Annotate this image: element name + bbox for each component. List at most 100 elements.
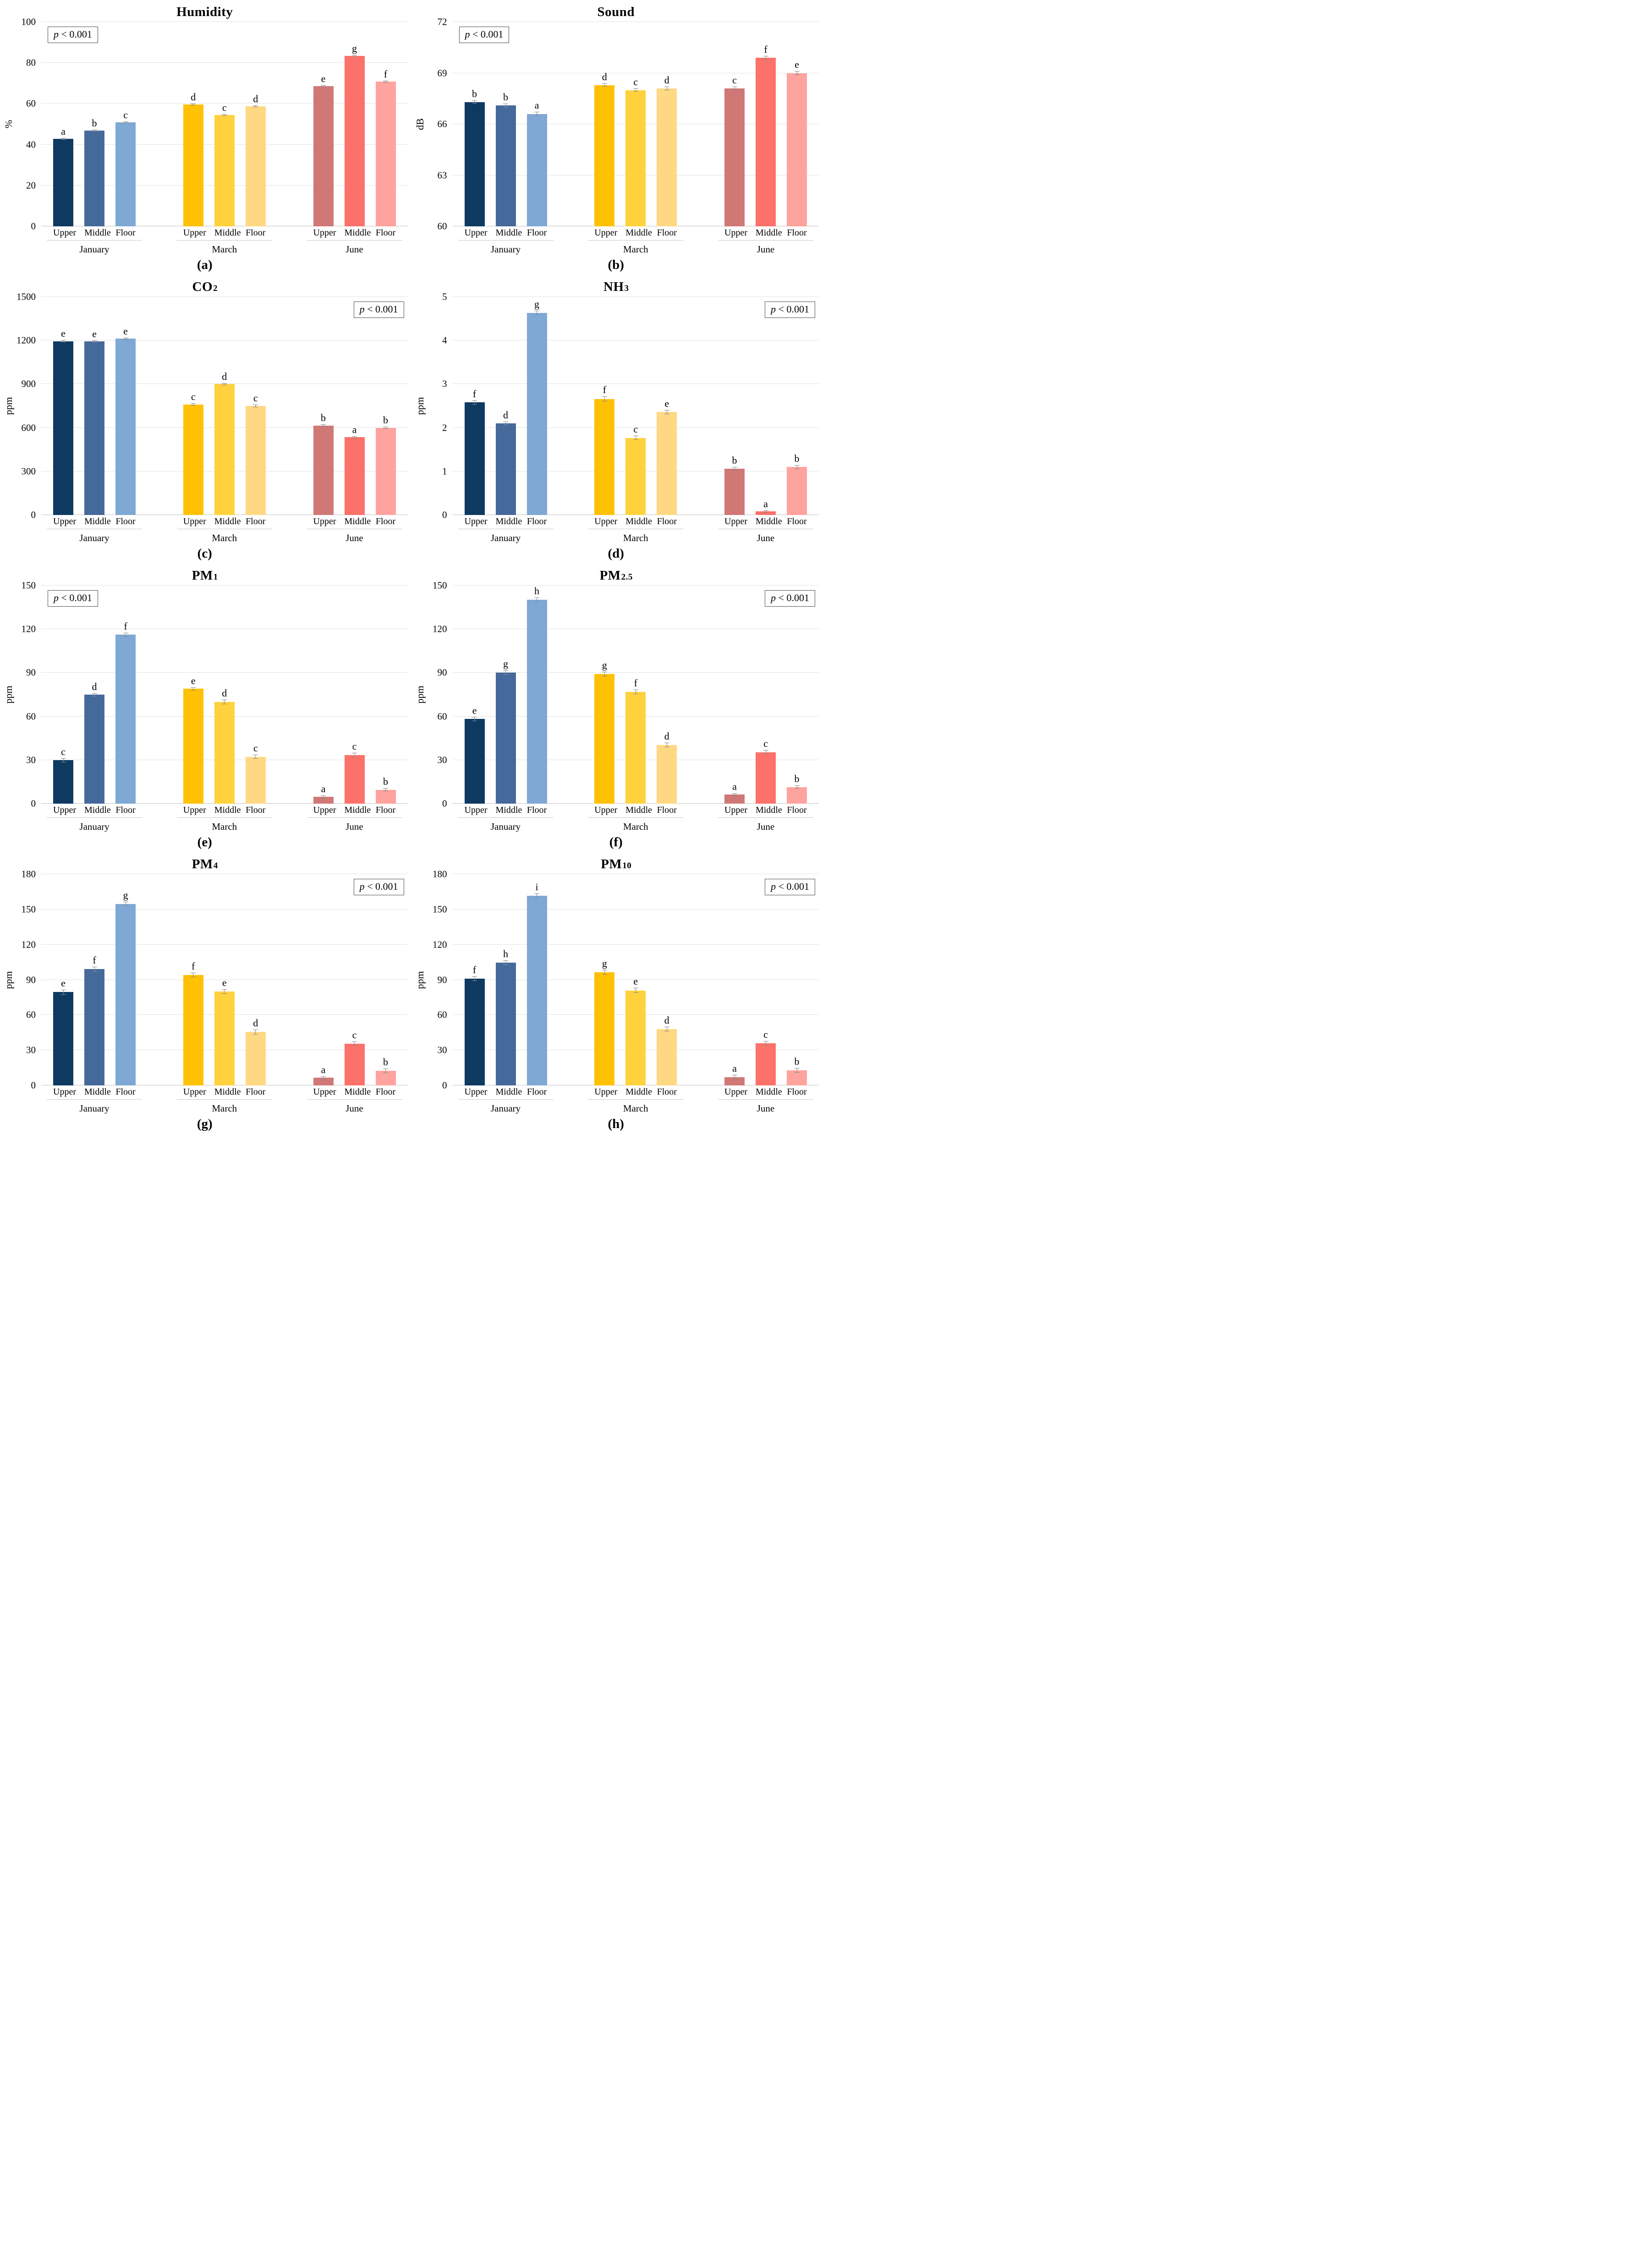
significance-letter: d bbox=[222, 687, 227, 699]
bar-june-middle bbox=[756, 58, 776, 226]
bar-groups: e e e c d c b a b bbox=[41, 297, 408, 515]
group-labels-january: Upper Middle Floor January bbox=[47, 1085, 142, 1114]
bar-group-june: a c b bbox=[313, 874, 396, 1085]
gridline-y-3 bbox=[452, 383, 819, 384]
significance-letter: b bbox=[732, 455, 737, 466]
month-label-june: June bbox=[345, 532, 363, 543]
bar-column: i bbox=[526, 874, 547, 1085]
bar-column: f bbox=[84, 874, 104, 1085]
y-tick-label: 1500 bbox=[16, 291, 36, 302]
bar-column: b bbox=[787, 874, 807, 1085]
bar-column: d bbox=[657, 874, 677, 1085]
bar-column: c bbox=[344, 586, 365, 804]
bar-march-upper bbox=[594, 399, 615, 515]
group-labels-june: Upper Middle Floor June bbox=[307, 1085, 402, 1114]
significance-letter: e bbox=[664, 397, 669, 409]
significance-letter: e bbox=[92, 328, 97, 340]
error-bar bbox=[222, 700, 227, 704]
significance-letter: g bbox=[602, 957, 607, 969]
bar-column: e bbox=[214, 874, 235, 1085]
chart-title-text: PM bbox=[599, 568, 621, 583]
bar-column: f bbox=[625, 586, 646, 804]
x-axis-labels: Upper Middle Floor January Upper Middle Floor M… bbox=[41, 804, 408, 832]
bar-column: c bbox=[245, 586, 266, 804]
y-tick-label: 180 bbox=[21, 868, 36, 880]
category-label-floor: Floor bbox=[375, 516, 396, 526]
plot-wrap: ppm 0 30 60 90 120 150 180 p < 0.001 f h i g e d a c b bbox=[413, 869, 819, 1090]
bar-column: d bbox=[214, 586, 235, 804]
month-label-march: March bbox=[623, 532, 648, 543]
error-bar bbox=[763, 55, 768, 60]
y-tick-label: 300 bbox=[21, 466, 36, 477]
y-axis-unit-label: ppm bbox=[3, 970, 14, 989]
y-tick-label: 120 bbox=[433, 939, 447, 950]
bar-june-floor bbox=[375, 789, 396, 804]
significance-letter: e bbox=[321, 72, 326, 84]
error-bar bbox=[222, 114, 227, 116]
plot-wrap: ppm 0 30 60 90 120 150 p < 0.001 c d f e d c a c b bbox=[2, 581, 408, 808]
bar-column: d bbox=[657, 22, 677, 226]
y-axis-unit-label: % bbox=[3, 120, 14, 129]
error-bar bbox=[472, 100, 477, 104]
significance-letter: g bbox=[534, 298, 539, 310]
group-labels-june: Upper Middle Floor June bbox=[718, 515, 813, 543]
y-axis-unit-label: dB bbox=[414, 118, 426, 130]
month-label-january: January bbox=[490, 244, 521, 255]
bar-groups: e f g f e d a c b bbox=[41, 874, 408, 1085]
significance-letter: a bbox=[763, 498, 768, 509]
plot-wrap: ppm 0 1 2 3 4 5 p < 0.001 f d g f c e b a b bbox=[413, 292, 819, 520]
month-label-march: March bbox=[212, 821, 237, 832]
bar-column: a bbox=[313, 874, 334, 1085]
bar-column: f bbox=[756, 22, 776, 226]
bar-column: d bbox=[183, 22, 203, 226]
group-labels-june: Upper Middle Floor June bbox=[718, 1085, 813, 1114]
category-label-middle: Middle bbox=[625, 1087, 653, 1097]
category-label-upper: Upper bbox=[313, 805, 336, 815]
category-label-upper: Upper bbox=[464, 516, 488, 526]
category-label-middle: Middle bbox=[495, 805, 522, 815]
significance-letter: b bbox=[472, 88, 477, 99]
error-bar bbox=[191, 103, 196, 105]
p-value-comparison: < 0.001 bbox=[776, 303, 809, 315]
category-label-row: Upper Middle Floor bbox=[307, 804, 402, 818]
bar-march-upper bbox=[183, 404, 203, 515]
category-label-floor: Floor bbox=[526, 1087, 547, 1097]
category-label-floor: Floor bbox=[657, 228, 677, 238]
bar-column: d bbox=[594, 22, 615, 226]
category-label-upper: Upper bbox=[464, 1087, 488, 1097]
month-label-march: March bbox=[212, 1103, 237, 1114]
y-tick-label: 1 bbox=[442, 466, 447, 477]
category-label-middle: Middle bbox=[756, 805, 782, 815]
bar-june-upper bbox=[724, 469, 745, 515]
plot-wrap: % 0 20 40 60 80 100 p < 0.001 a b c d c d e g f bbox=[2, 17, 408, 231]
p-value-box: p < 0.001 bbox=[353, 879, 404, 895]
bar-column: a bbox=[756, 297, 776, 515]
bar-january-floor bbox=[115, 904, 136, 1085]
significance-letter: d bbox=[602, 71, 607, 82]
significance-letter: i bbox=[535, 881, 538, 893]
bar-march-middle bbox=[214, 384, 235, 515]
significance-letter: a bbox=[352, 423, 357, 435]
gridline-y-90 bbox=[41, 672, 408, 673]
error-bar bbox=[352, 1041, 357, 1046]
error-bar bbox=[123, 632, 128, 637]
bar-group-january: f d g bbox=[464, 297, 547, 515]
y-tick-label: 60 bbox=[26, 98, 36, 109]
category-label-middle: Middle bbox=[84, 1087, 111, 1097]
bar-column: e bbox=[53, 297, 73, 515]
category-label-floor: Floor bbox=[526, 516, 547, 526]
chart-panel-g: PM 4 ppm 0 30 60 90 120 150 180 p < 0.001 e f g f e d a c b… bbox=[0, 852, 411, 1134]
bar-june-upper bbox=[724, 88, 745, 226]
p-value-variable: p bbox=[771, 592, 776, 603]
error-bar bbox=[503, 960, 508, 965]
bar-column: b bbox=[375, 586, 396, 804]
category-label-upper: Upper bbox=[313, 1087, 336, 1097]
bar-column: a bbox=[526, 22, 547, 226]
y-tick-label: 2 bbox=[442, 422, 447, 433]
x-axis-labels: Upper Middle Floor January Upper Middle Floor M… bbox=[41, 515, 408, 543]
bar-march-upper bbox=[183, 104, 203, 226]
chart-title: NH 3 bbox=[603, 279, 629, 294]
bar-june-middle bbox=[344, 437, 365, 515]
plot-wrap: dB 60 63 66 69 72 p < 0.001 b b a d c d c f e bbox=[413, 17, 819, 231]
bar-column: c bbox=[344, 874, 365, 1085]
